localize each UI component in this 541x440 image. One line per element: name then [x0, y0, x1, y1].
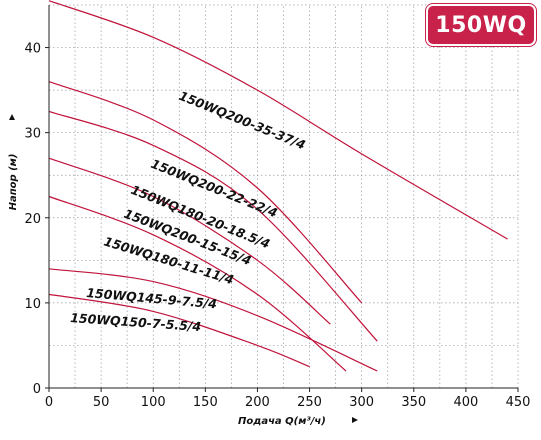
grid: [49, 4, 519, 388]
x-tick-labels: 0 50 100 150 200 250 300 350 400 450: [45, 388, 531, 410]
x-axis-arrow-icon: [352, 417, 358, 423]
curves: [48, 0, 508, 372]
x-tick-label: 50: [93, 395, 110, 410]
curve-150wq180-20-18-5-4: [48, 110, 378, 342]
y-tick-label: 40: [24, 42, 41, 57]
y-axis-title: Напор (м): [8, 154, 19, 211]
x-axis-title: Подача Q(м³/ч): [238, 416, 326, 427]
y-tick-labels: 0 10 20 30 40: [24, 42, 49, 397]
y-tick-label: 20: [24, 212, 41, 227]
curve-label: 150WQ200-35-37/4: [177, 88, 308, 152]
x-tick-label: 400: [453, 395, 478, 410]
curve-150wq200-22-22-4: [48, 81, 363, 304]
y-axis-arrow-icon: [9, 114, 15, 120]
y-tick-label: 0: [33, 382, 41, 397]
curve-label: 150WQ145-9-7.5/4: [86, 285, 218, 311]
x-tick-label: 150: [193, 395, 218, 410]
x-tick-label: 200: [245, 395, 270, 410]
axes: [9, 5, 518, 423]
curve-label: 150WQ150-7-5.5/4: [70, 310, 202, 334]
curve-150wq145-9-7-5-4: [48, 268, 378, 372]
x-tick-label: 0: [45, 395, 53, 410]
curve-150wq150-7-5-5-4: [48, 293, 310, 368]
curve-150wq200-35-37-4: [48, 0, 508, 240]
x-tick-label: 450: [506, 395, 531, 410]
chart-title: 150WQ: [435, 13, 527, 38]
curve-150wq180-11-11-4: [48, 195, 347, 372]
x-tick-label: 300: [349, 395, 374, 410]
y-tick-label: 10: [24, 297, 41, 312]
model-badge: 150WQ: [426, 4, 536, 46]
x-tick-label: 100: [141, 395, 166, 410]
x-tick-label: 250: [297, 395, 322, 410]
curve-150wq200-15-15-4: [48, 157, 331, 325]
curve-labels: 150WQ200-35-37/4150WQ200-22-22/4150WQ180…: [70, 88, 308, 334]
x-tick-label: 350: [401, 395, 426, 410]
y-tick-label: 30: [24, 127, 41, 142]
